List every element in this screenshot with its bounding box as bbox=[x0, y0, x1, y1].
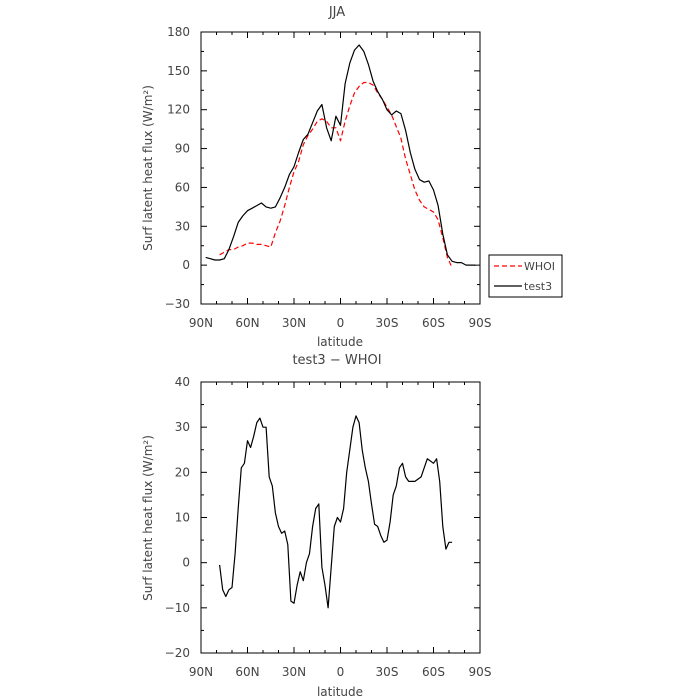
top-y-tick-label: −30 bbox=[165, 297, 190, 311]
top-y-tick-label: 180 bbox=[167, 25, 190, 39]
bottom-y-tick-label: 40 bbox=[175, 375, 190, 389]
bottom-x-tick-label: 30N bbox=[282, 665, 306, 679]
bottom-panel: test3 − WHOI 90N 60N 30N 0 30S 60S 90S −20 −10 0 1… bbox=[141, 353, 491, 699]
top-panel-title: JJA bbox=[328, 5, 345, 20]
top-y-tick-label: 0 bbox=[182, 258, 190, 272]
bottom-y-tick-label: 0 bbox=[182, 556, 190, 570]
top-plot-area bbox=[205, 44, 476, 268]
bottom-x-tick-label: 0 bbox=[337, 665, 345, 679]
top-x-tick-label: 90S bbox=[469, 316, 492, 330]
bottom-series-difference-line bbox=[219, 415, 453, 609]
bottom-y-tick-label: −10 bbox=[165, 601, 190, 615]
legend: WHOI test3 bbox=[488, 254, 563, 298]
bottom-axes: 90N 60N 30N 0 30S 60S 90S −20 −10 0 10 20 30 40 bbox=[165, 375, 492, 679]
bottom-x-tick-label: 90N bbox=[189, 665, 213, 679]
top-y-tick-label: 60 bbox=[175, 180, 190, 194]
top-y-tick-label: 150 bbox=[167, 64, 190, 78]
top-x-tick-label: 0 bbox=[337, 316, 345, 330]
top-axes: 90N 60N 30N 0 30S 60S 90S −30 0 30 60 90 120 150 180 bbox=[165, 25, 492, 330]
top-x-tick-label: 30N bbox=[282, 316, 306, 330]
bottom-x-tick-label: 60S bbox=[422, 665, 445, 679]
bottom-x-tick-label: 90S bbox=[469, 665, 492, 679]
top-plot-frame bbox=[200, 31, 481, 305]
bottom-plot-area bbox=[219, 415, 453, 609]
legend-test3-label: test3 bbox=[524, 280, 552, 293]
bottom-y-tick-label: 20 bbox=[175, 465, 190, 479]
legend-whoi-label: WHOI bbox=[524, 260, 555, 273]
top-y-axis-label: Surf latent heat flux (W/m²) bbox=[141, 85, 155, 251]
bottom-x-tick-label: 60N bbox=[235, 665, 259, 679]
top-series-test3-line bbox=[205, 44, 476, 266]
bottom-y-tick-label: −20 bbox=[165, 646, 190, 660]
bottom-y-tick-label: 30 bbox=[175, 420, 190, 434]
bottom-x-tick-label: 30S bbox=[376, 665, 399, 679]
top-x-tick-label: 30S bbox=[376, 316, 399, 330]
bottom-y-tick-label: 10 bbox=[175, 511, 190, 525]
top-panel: JJA 90N 60N 30N 0 30S 60S 90S −30 0 30 60 90 120 150 1… bbox=[141, 5, 563, 349]
bottom-x-axis-label: latitude bbox=[317, 685, 363, 699]
top-series-whoi-line bbox=[219, 81, 453, 268]
top-x-tick-label: 90N bbox=[189, 316, 213, 330]
bottom-panel-title: test3 − WHOI bbox=[292, 353, 381, 368]
top-x-axis-label: latitude bbox=[317, 335, 363, 349]
legend-box bbox=[488, 254, 563, 298]
top-y-tick-label: 90 bbox=[175, 142, 190, 156]
top-y-tick-label: 120 bbox=[167, 103, 190, 117]
bottom-y-axis-label: Surf latent heat flux (W/m²) bbox=[141, 435, 155, 601]
top-y-tick-label: 30 bbox=[175, 219, 190, 233]
bottom-plot-frame bbox=[200, 381, 481, 654]
top-x-tick-label: 60N bbox=[235, 316, 259, 330]
top-x-tick-label: 60S bbox=[422, 316, 445, 330]
